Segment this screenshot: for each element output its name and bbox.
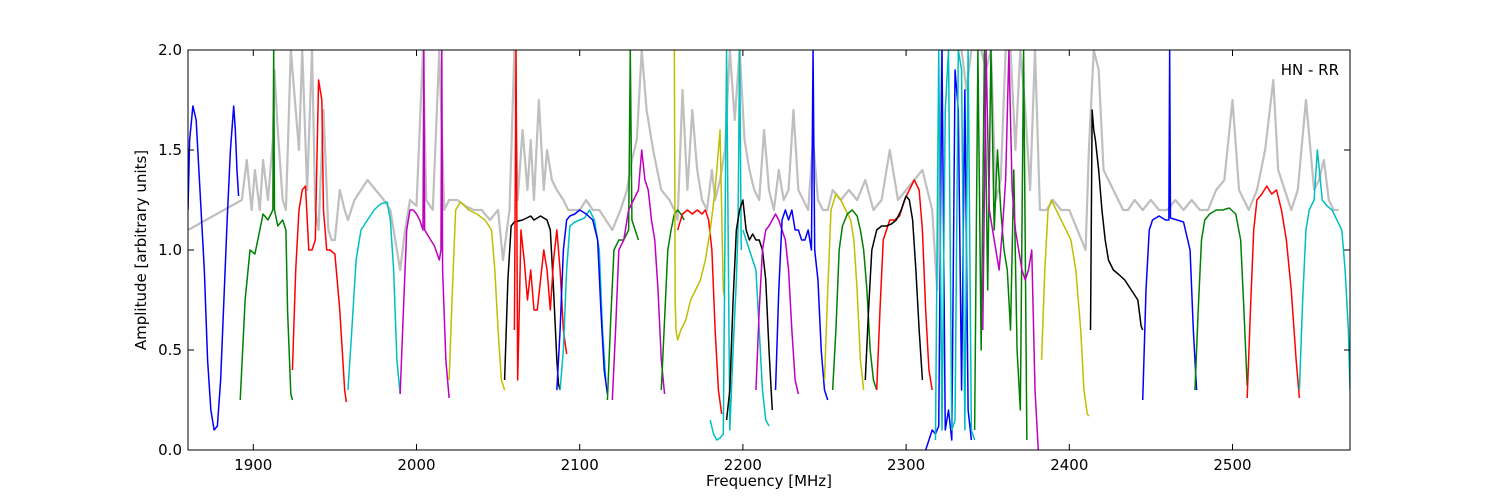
series-line-22: [875, 179, 933, 391]
series-line-30: [1141, 50, 1198, 401]
series-line-17: [742, 229, 770, 427]
series-line-28: [1040, 199, 1090, 417]
y-tick-label: 0.0: [158, 441, 182, 459]
x-tick-label: 1900: [234, 456, 272, 474]
x-tick-label: 2100: [561, 456, 599, 474]
x-tick-label: 2200: [724, 456, 762, 474]
series-line-1: [239, 50, 294, 401]
series-line-27: [982, 50, 1040, 450]
series-line-8: [559, 209, 607, 391]
y-tick-label: 0.5: [158, 341, 182, 359]
series-line-21: [831, 209, 878, 391]
series-line-14: [673, 50, 726, 341]
series-line-19: [774, 50, 829, 401]
y-axis-label: Amplitude [arbitrary units]: [132, 150, 150, 350]
series-line-29: [1089, 109, 1144, 331]
series-line-0: [188, 105, 240, 431]
series-line-24: [924, 50, 973, 450]
series-line-11: [611, 149, 666, 401]
x-tick-label: 2300: [887, 456, 925, 474]
x-tick-label: 2000: [397, 456, 435, 474]
series-line-4: [399, 50, 450, 399]
series-line-15: [709, 50, 743, 441]
series-line-5: [448, 201, 506, 391]
plot-frame: [187, 49, 1351, 451]
series-line-25: [934, 50, 976, 441]
series-line-13: [676, 209, 723, 415]
x-tick-label: 2500: [1213, 456, 1251, 474]
x-axis-label: Frequency [MHz]: [706, 472, 832, 490]
y-tick-label: 1.5: [158, 141, 182, 159]
series-line-18: [755, 213, 800, 395]
x-tick-label: 2400: [1050, 456, 1088, 474]
series-line-2: [291, 79, 348, 403]
series-line-16: [725, 199, 774, 421]
axis-ticks: 1900 2000 2100 2200 2300 2400 2500 0.0 0.5 1.0 1.5…: [158, 41, 1350, 474]
series-line-6: [503, 215, 561, 391]
corner-annotation: HN - RR: [1281, 61, 1339, 79]
series-line-7: [513, 50, 568, 381]
y-tick-label: 2.0: [158, 41, 182, 59]
series-line-31: [1194, 207, 1248, 391]
series-line-26: [973, 50, 1028, 441]
series-line-32: [1246, 185, 1301, 399]
series-line-23: [864, 195, 924, 381]
series-line-33: [1298, 149, 1350, 391]
series-line-20: [823, 193, 865, 391]
series-line-9: [556, 209, 609, 395]
y-tick-label: 1.0: [158, 241, 182, 259]
series-line-3: [347, 201, 401, 395]
series-line-10: [606, 50, 640, 401]
series-line-12: [660, 209, 685, 391]
plot-area: [188, 50, 1350, 450]
